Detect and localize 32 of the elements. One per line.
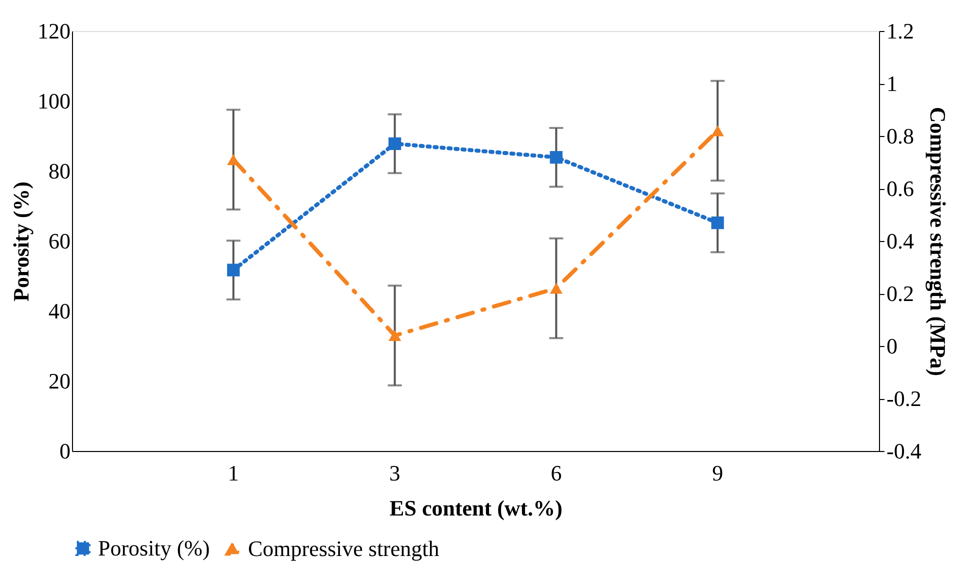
legend-label: Porosity (%) [98, 535, 210, 560]
y2-axis-title: Compressive strength (MPa) [925, 106, 950, 376]
y-tick-label: 20 [48, 368, 70, 394]
y-tick-label: 100 [38, 88, 70, 114]
y-tick-label: 0 [60, 438, 70, 464]
y2-tick-label: 0.2 [886, 281, 914, 306]
legend-label: Compressive strength [248, 536, 440, 561]
y2-tick-label: -0.2 [886, 386, 922, 411]
point [711, 125, 724, 136]
y-tick-label: 60 [48, 228, 70, 254]
y2-tick-label: 0.6 [886, 176, 914, 201]
x-tick-label: 6 [550, 460, 562, 486]
y-tick-label: 80 [48, 158, 70, 184]
x-tick-label: 1 [228, 460, 239, 486]
point [227, 264, 240, 276]
y2-tick-label: 0.4 [886, 228, 914, 254]
point [550, 151, 563, 164]
y2-tick-label: 1 [886, 71, 898, 96]
x-tick-label: 9 [712, 460, 724, 486]
point [711, 216, 724, 230]
x-axis-title: ES content (wt.%) [390, 496, 562, 520]
y2-tick-label: 0.8 [886, 124, 914, 148]
x-tick-label: 3 [389, 460, 400, 486]
y-tick-label: 40 [48, 298, 70, 324]
y2-tick-label: 1.2 [886, 18, 914, 44]
point [388, 137, 402, 150]
y2-tick-label: 0 [886, 334, 898, 358]
y-tick-label: 120 [38, 18, 70, 44]
point [550, 282, 563, 294]
y-axis-title: Porosity (%) [8, 182, 34, 302]
point [388, 330, 402, 341]
y2-tick-label: -0.4 [886, 438, 922, 464]
